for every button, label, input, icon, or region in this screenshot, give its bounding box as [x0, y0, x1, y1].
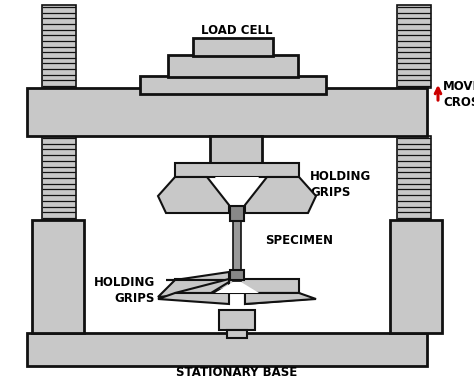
Bar: [230, 206, 244, 221]
Text: MOVING
CROSSHEAD: MOVING CROSSHEAD: [443, 80, 474, 110]
Bar: [27, 333, 427, 366]
Polygon shape: [245, 293, 316, 304]
Polygon shape: [175, 279, 229, 293]
Bar: [42, 5, 76, 88]
Text: LOAD CELL: LOAD CELL: [201, 23, 273, 36]
Bar: [32, 220, 84, 333]
Text: HOLDING
GRIPS: HOLDING GRIPS: [94, 276, 155, 304]
Bar: [27, 88, 427, 136]
Bar: [175, 279, 299, 293]
Bar: [210, 136, 262, 164]
Polygon shape: [158, 280, 229, 297]
Text: HOLDING
GRIPS: HOLDING GRIPS: [310, 171, 371, 199]
Text: STATIONARY BASE: STATIONARY BASE: [176, 365, 298, 379]
Polygon shape: [158, 177, 229, 213]
Bar: [168, 55, 298, 77]
Polygon shape: [215, 282, 259, 293]
Polygon shape: [166, 272, 229, 280]
Polygon shape: [245, 293, 308, 304]
Bar: [42, 136, 76, 220]
Bar: [230, 270, 244, 280]
Bar: [397, 136, 431, 220]
Text: SPECIMEN: SPECIMEN: [265, 233, 333, 246]
Bar: [227, 330, 247, 338]
Bar: [193, 38, 273, 56]
Bar: [219, 310, 255, 330]
Polygon shape: [215, 177, 259, 207]
Bar: [233, 221, 241, 281]
Bar: [175, 163, 299, 177]
Bar: [140, 76, 326, 94]
Polygon shape: [175, 280, 229, 293]
Bar: [397, 5, 431, 88]
Bar: [390, 220, 442, 333]
Polygon shape: [158, 293, 229, 304]
Polygon shape: [245, 177, 316, 213]
